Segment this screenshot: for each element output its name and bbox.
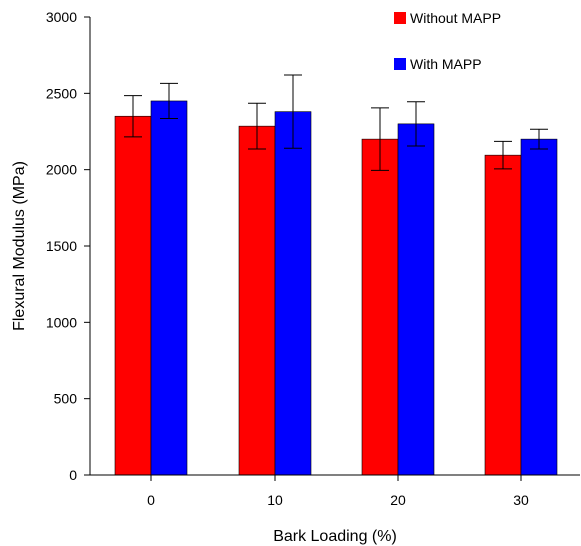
x-tick-label-0: 0 — [147, 492, 155, 508]
bar-without-mapp-20 — [361, 138, 399, 476]
legend-swatch-with-mapp — [394, 58, 406, 70]
y-ticks: 0 500 1000 1500 2000 2500 3000 — [46, 9, 90, 483]
error-bar-with-mapp-10 — [284, 74, 302, 149]
y-tick-label-1000: 1000 — [46, 314, 77, 330]
bar-with-mapp-20 — [397, 123, 435, 476]
bar-with-mapp-10 — [274, 111, 312, 476]
x-tick-label-20: 20 — [390, 492, 406, 508]
plot-area — [114, 74, 558, 476]
x-ticks: 0 10 20 30 — [147, 475, 529, 508]
legend: Without MAPP With MAPP — [394, 10, 501, 72]
error-bar-with-mapp-0 — [160, 82, 178, 120]
error-bar-without-mapp-20 — [371, 107, 389, 171]
error-bar-without-mapp-0 — [124, 95, 142, 138]
legend-label-without-mapp: Without MAPP — [410, 10, 501, 26]
y-tick-label-2500: 2500 — [46, 85, 77, 101]
legend-label-with-mapp: With MAPP — [410, 56, 482, 72]
y-tick-label-0: 0 — [69, 467, 77, 483]
y-tick-label-1500: 1500 — [46, 238, 77, 254]
y-tick-label-2000: 2000 — [46, 162, 77, 178]
y-tick-label-3000: 3000 — [46, 9, 77, 25]
error-bar-without-mapp-30 — [494, 140, 512, 170]
error-bar-with-mapp-30 — [530, 128, 548, 150]
error-bar-without-mapp-10 — [248, 102, 266, 150]
error-bar-with-mapp-20 — [407, 101, 425, 147]
y-tick-label-500: 500 — [54, 391, 78, 407]
bar-with-mapp-0 — [150, 100, 188, 476]
legend-swatch-without-mapp — [394, 12, 406, 24]
bar-without-mapp-0 — [114, 115, 152, 476]
y-axis-title: Flexural Modulus (MPa) — [11, 161, 28, 331]
x-axis-title: Bark Loading (%) — [273, 528, 397, 545]
bar-without-mapp-10 — [238, 125, 276, 476]
bar-without-mapp-30 — [484, 154, 522, 476]
x-tick-label-30: 30 — [513, 492, 529, 508]
x-tick-label-10: 10 — [267, 492, 283, 508]
bar-with-mapp-30 — [520, 138, 558, 476]
